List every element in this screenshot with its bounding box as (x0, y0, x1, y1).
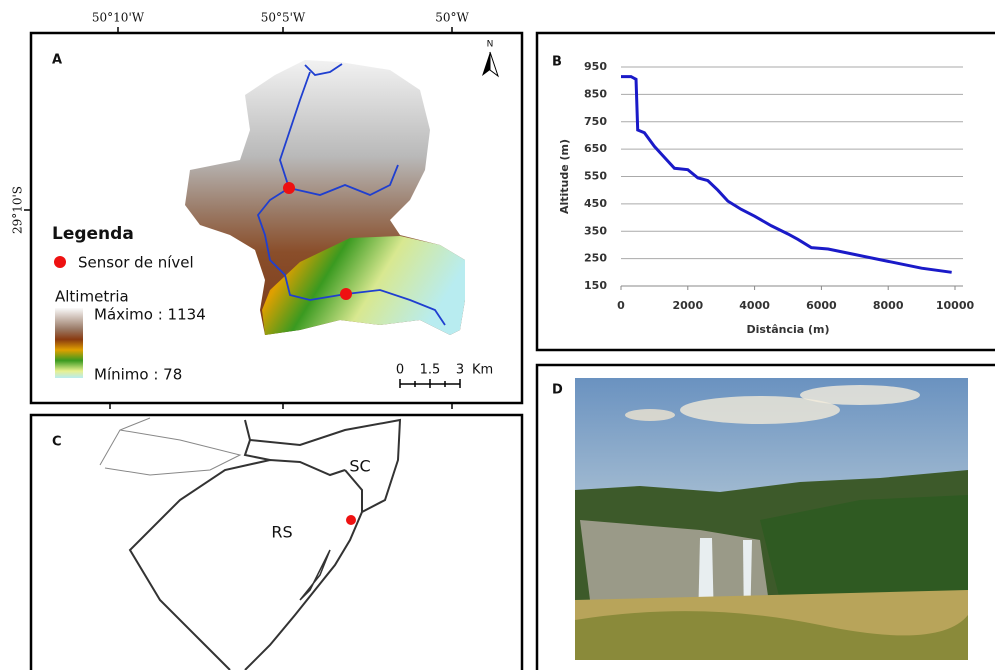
longitude-label: 50°W (435, 11, 469, 25)
north-label: N (487, 40, 494, 50)
x-tick-label: 10000 (936, 299, 975, 312)
y-tick-label: 150 (584, 279, 607, 292)
scale-label: 0 (396, 363, 404, 378)
x-axis-label: Distância (m) (746, 323, 829, 336)
panel-label: B (552, 55, 562, 70)
legend-max: Máximo : 1134 (94, 306, 206, 324)
sensor-marker (283, 182, 295, 194)
x-tick-label: 0 (617, 299, 625, 312)
y-tick-label: 250 (584, 252, 607, 265)
state-label: SC (349, 457, 370, 476)
legend-min: Mínimo : 78 (94, 366, 182, 384)
sensor-marker (340, 288, 352, 300)
scale-unit: Km (472, 363, 493, 378)
y-axis-label: Altitude (m) (558, 139, 571, 214)
legend-item: Sensor de nível (78, 254, 194, 272)
x-tick-label: 6000 (806, 299, 837, 312)
legend-title: Legenda (52, 224, 134, 244)
y-tick-label: 850 (584, 87, 607, 100)
page: 50°10'W 50°5'W 50°W 29°10'S A N Legenda … (0, 0, 995, 670)
panel-label: D (552, 383, 563, 398)
x-tick-label: 4000 (739, 299, 770, 312)
y-tick-label: 350 (584, 224, 607, 237)
legend-item: Altimetria (55, 288, 129, 306)
longitude-label: 50°5'W (261, 11, 306, 25)
panel-c-frame (31, 415, 522, 670)
y-tick-label: 550 (584, 170, 607, 183)
x-tick-label: 2000 (672, 299, 703, 312)
y-tick-label: 950 (584, 60, 607, 73)
waterfall-photo (575, 378, 968, 660)
panel-label: A (52, 53, 62, 68)
state-label: RS (271, 523, 292, 542)
y-tick-label: 750 (584, 115, 607, 128)
panel-label: C (52, 435, 62, 450)
elevation-colorbar (55, 308, 83, 378)
y-tick-label: 450 (584, 197, 607, 210)
latitude-label: 29°10'S (11, 186, 25, 234)
scale-label: 1.5 (420, 363, 441, 378)
longitude-label: 50°10'W (92, 11, 145, 25)
y-tick-label: 650 (584, 142, 607, 155)
sensor-marker (346, 515, 356, 525)
figure: 50°10'W 50°5'W 50°W 29°10'S A N Legenda … (0, 0, 995, 670)
scale-label: 3 (456, 363, 464, 378)
x-tick-label: 8000 (873, 299, 904, 312)
legend-marker (54, 256, 66, 268)
